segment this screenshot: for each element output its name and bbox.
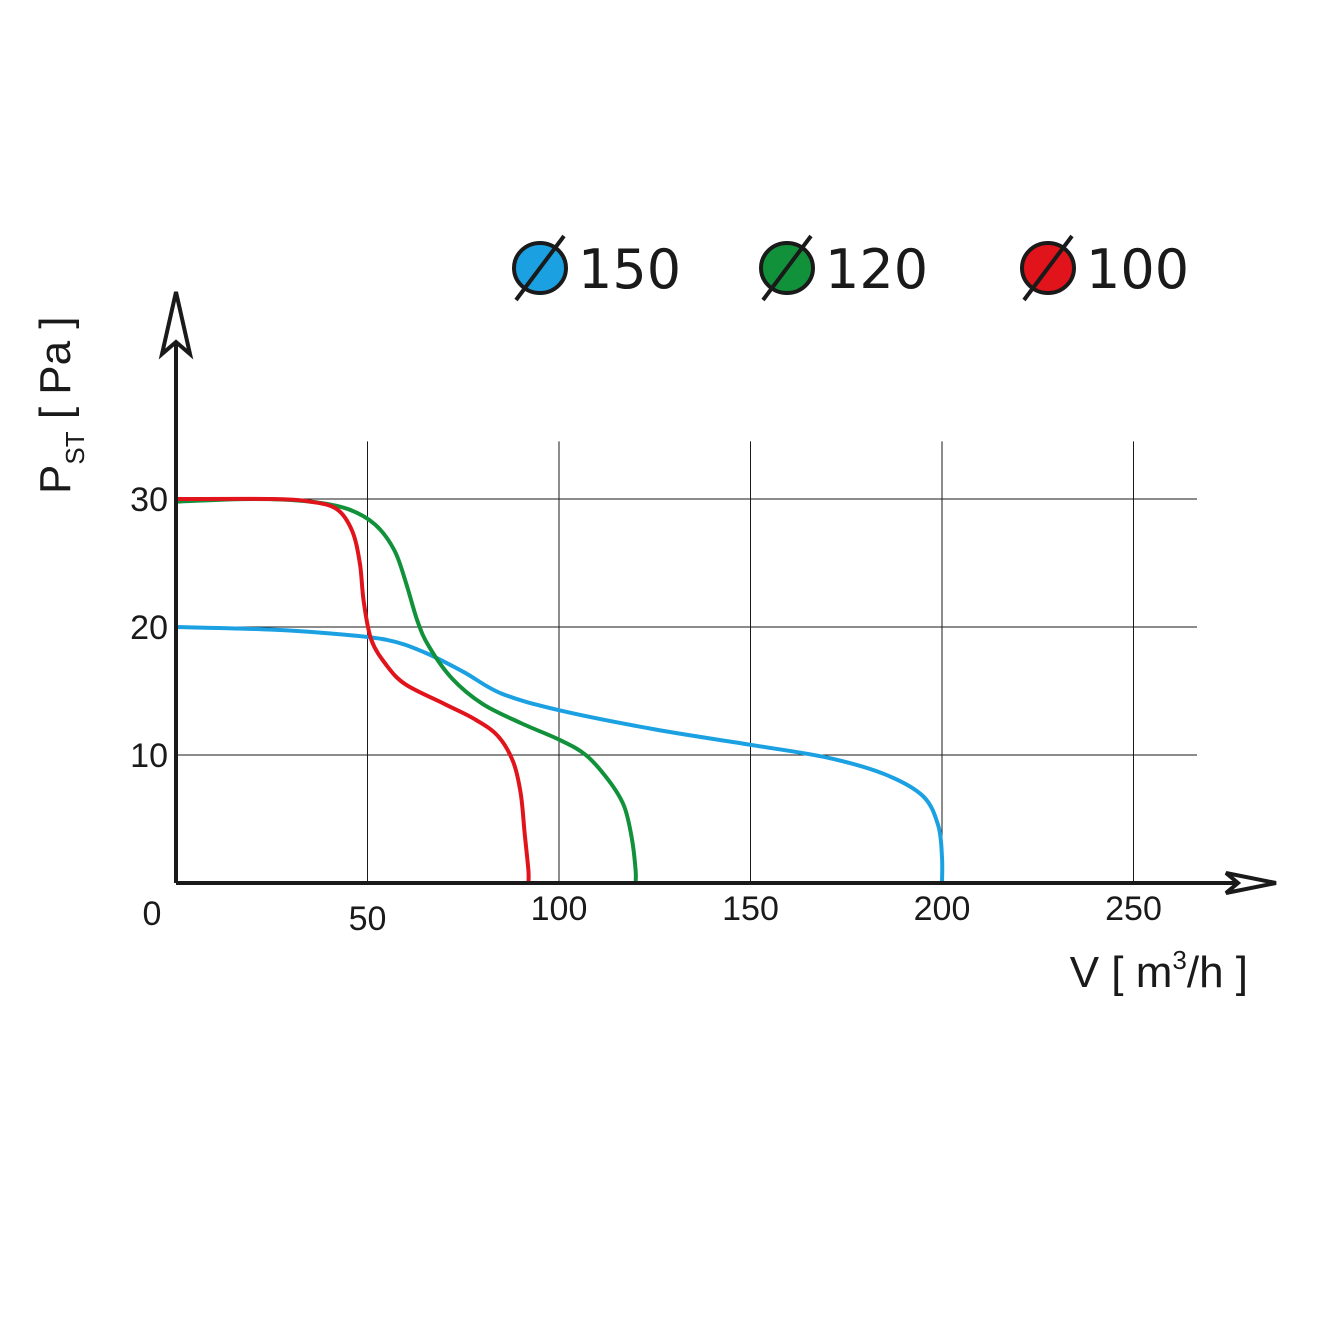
series-lines: [175, 496, 945, 884]
legend-item-150: 150: [512, 234, 681, 302]
legend-label: 100: [1086, 238, 1189, 301]
tick-labels: 0 50 100 150 200 250 10 20 30: [130, 481, 1162, 938]
x-axis-arrow: [1224, 871, 1277, 895]
series-line-120: [175, 497, 638, 884]
y-tick-label: 30: [130, 481, 168, 519]
x-tick-label: 150: [722, 890, 779, 928]
x-axis-title: V [ m3/h ]: [1070, 945, 1248, 997]
legend-item-120: 120: [759, 234, 928, 302]
y-axis-arrow: [158, 291, 194, 360]
y-tick-label: 20: [130, 609, 168, 647]
y-tick-label: 10: [130, 737, 168, 775]
diameter-slash: [761, 234, 813, 302]
series-line-150: [175, 625, 945, 884]
x-tick-label: 200: [914, 890, 971, 928]
legend-item-100: 100: [1020, 234, 1189, 302]
legend-label: 150: [578, 238, 681, 301]
y-axis-title: PST [ Pa ]: [31, 316, 90, 494]
legend-label: 120: [825, 238, 928, 301]
x-tick-label: 100: [531, 890, 588, 928]
x-tick-label: 50: [349, 900, 387, 938]
diameter-slash: [1022, 234, 1074, 302]
grid: [176, 441, 1197, 883]
series-line-100: [175, 496, 531, 884]
diameter-slash: [514, 234, 566, 302]
x-tick-label: 0: [143, 895, 162, 933]
legend: 150 120 100: [512, 234, 1189, 302]
axes: [158, 291, 1277, 895]
x-tick-label: 250: [1105, 890, 1162, 928]
